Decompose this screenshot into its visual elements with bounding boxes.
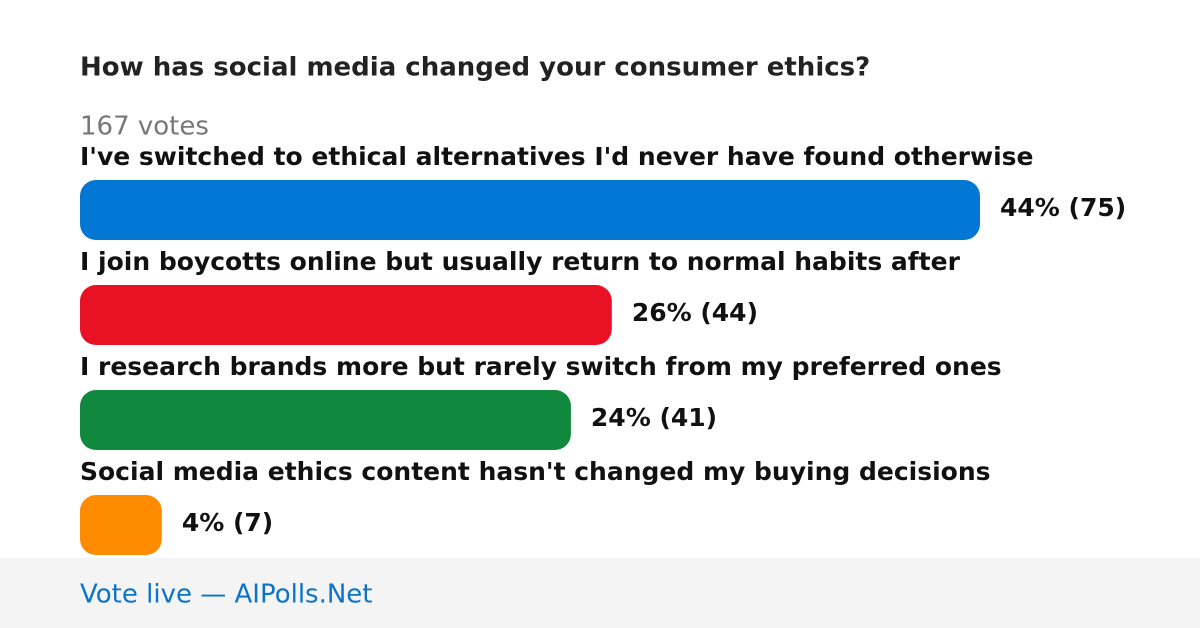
- option-label: I've switched to ethical alternatives I'…: [80, 142, 1034, 171]
- value-label: 44% (75): [1000, 193, 1126, 222]
- bar: [80, 390, 571, 450]
- footer-band: [0, 558, 1200, 628]
- value-label: 24% (41): [591, 403, 717, 432]
- bar: [80, 180, 980, 240]
- chart-title: How has social media changed your consum…: [80, 53, 870, 83]
- option-label: I join boycotts online but usually retur…: [80, 247, 961, 276]
- bar: [80, 495, 162, 555]
- option-label: Social media ethics content hasn't chang…: [80, 457, 991, 486]
- value-label: 4% (7): [182, 508, 273, 537]
- footer-link[interactable]: Vote live — AIPolls.Net: [80, 580, 373, 610]
- bar: [80, 285, 612, 345]
- value-label: 26% (44): [632, 298, 758, 327]
- option-label: I research brands more but rarely switch…: [80, 352, 1002, 381]
- vote-count: 167 votes: [80, 112, 209, 142]
